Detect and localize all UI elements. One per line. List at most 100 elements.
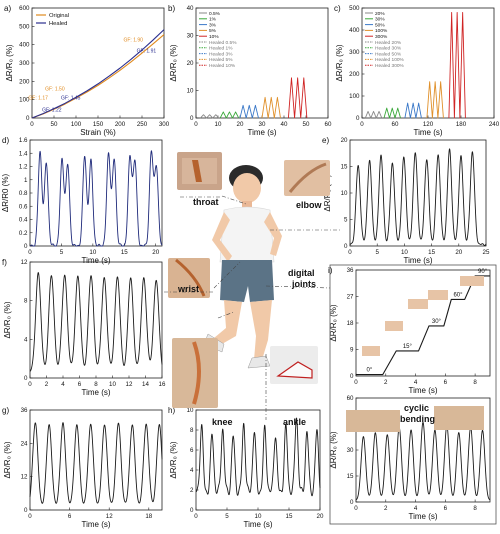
a-gf-annotation-4: GF: 1.45	[61, 96, 81, 102]
i2-xtick-label-1: 2	[384, 505, 388, 512]
a-xtick-label-1: 50	[51, 121, 58, 128]
d-ytick-label-2: 0.4	[19, 217, 28, 224]
panel-b-chart: 0 10 20 30 40 50 60 0 10 20 30 40 Time (s) ΔR/R₀ (%) b…	[168, 4, 332, 137]
f-plot-frame	[29, 261, 163, 379]
h-xtick-label-2: 10	[255, 513, 262, 520]
e-xtick-label-1: 5	[375, 249, 379, 256]
e-ytick-label-1: 5	[344, 217, 348, 224]
g-xtick-label-0: 0	[28, 513, 32, 520]
a-ylabel: ΔR/R₀ (%)	[5, 44, 14, 81]
i2-ytick-label-0: 0	[350, 499, 354, 506]
c-legend-label-5: Healed 20%	[375, 40, 402, 46]
d-xtick-label-0: 0	[28, 249, 32, 256]
i2-series-trace	[355, 421, 491, 501]
c-legend-label-7: Healed 50%	[375, 51, 402, 57]
a-series-healed	[31, 29, 165, 119]
c-burst-0	[364, 110, 383, 119]
elbow-photo	[284, 160, 330, 196]
i2-xtick-label-4: 8	[473, 505, 477, 512]
h-ytick-label-1: 2	[190, 487, 194, 494]
a-xtick-label-2: 100	[71, 121, 82, 128]
g-xtick-label-1: 6	[68, 513, 72, 520]
i1-angle-label-4: 90°	[478, 269, 488, 275]
h-xtick-label-1: 5	[225, 513, 229, 520]
panel-a-chart: 0 50 100 150 200 250 300 0 100 200 300 400 500 600 Str…	[4, 4, 170, 137]
c-xtick-label-3: 180	[456, 121, 467, 128]
a-gf-annotation-2: GF: 1.50	[45, 87, 65, 93]
g-ytick-label-1: 12	[21, 474, 28, 481]
i2-ytick-label-2: 30	[347, 447, 354, 454]
c-ytick-label-4: 400	[349, 27, 360, 34]
h-ytick-label-2: 4	[190, 467, 194, 474]
f-xtick-label-4: 8	[94, 381, 98, 388]
c-ytick-label-0: 0	[356, 115, 360, 122]
b-burst-3	[261, 96, 281, 119]
c-ytick-label-3: 300	[349, 49, 360, 56]
g-ytick-label-2: 24	[21, 440, 28, 447]
d-xtick-label-2: 10	[89, 249, 96, 256]
d-ytick-label-7: 1.4	[19, 150, 28, 157]
label-cyclic: cyclic	[404, 403, 429, 413]
panel-g-chart: 0 6 12 18 0 12 24 36 Time (s) ΔR/R₀ (%) g)	[2, 406, 163, 529]
c-panel-letter: c)	[334, 4, 341, 13]
f-panel-letter: f)	[2, 258, 7, 267]
e-series-trace	[349, 148, 487, 246]
f-xtick-label-5: 10	[109, 381, 116, 388]
b-xtick-label-3: 30	[259, 121, 266, 128]
h-panel-letter: h)	[168, 406, 175, 415]
f-ytick-label-3: 12	[21, 259, 28, 266]
a-gf-annotation-5: GF: 1.22	[42, 108, 62, 114]
i1-ytick-label-3: 27	[347, 294, 354, 301]
panel-c-chart: 0 60 120 180 240 0 100 200 300 400 500 Time (s) ΔR/R…	[334, 4, 500, 137]
b-burst-2	[239, 104, 259, 119]
i1-xlabel: Time (s)	[408, 386, 437, 395]
label-bending: bending	[400, 414, 435, 424]
i1-xtick-label-2: 4	[414, 379, 418, 386]
a-xtick-label-0: 0	[30, 121, 34, 128]
person-neck	[242, 201, 252, 209]
b-ytick-label-3: 30	[187, 33, 194, 40]
b-legend-label-4: 10%	[209, 34, 219, 40]
c-xlabel: Time (s)	[413, 128, 442, 137]
g-ytick-label-0: 0	[24, 507, 28, 514]
panel-i-hand-photos	[346, 276, 484, 432]
d-series-trace	[29, 150, 163, 247]
b-burst-4	[287, 77, 308, 119]
b-legend-label-2: 3%	[209, 22, 217, 28]
i1-ytick-label-2: 18	[347, 320, 354, 327]
d-ytick-label-8: 1.6	[19, 137, 28, 144]
e-xtick-label-0: 0	[348, 249, 352, 256]
b-panel-letter: b)	[168, 4, 175, 13]
person-left-arm	[212, 212, 232, 262]
f-ytick-label-2: 8	[24, 298, 28, 305]
b-xlabel: Time (s)	[247, 128, 276, 137]
b-ytick-label-2: 20	[187, 60, 194, 67]
c-legend-label-9: Healed 300%	[375, 63, 405, 69]
f-series-trace	[29, 272, 163, 372]
f-xtick-label-3: 6	[78, 381, 82, 388]
c-xtick-label-0: 0	[360, 121, 364, 128]
person-right-arm	[264, 212, 282, 256]
c-xtick-label-4: 240	[489, 121, 500, 128]
i1-series-steps	[356, 275, 490, 376]
d-ytick-label-6: 1.2	[19, 164, 28, 171]
i1-angle-label-0: 0°	[367, 368, 373, 374]
e-xlabel: Time (s)	[403, 256, 432, 265]
a-ytick-label-3: 300	[19, 60, 30, 67]
d-xtick-label-1: 5	[60, 249, 64, 256]
label-throat: throat	[193, 197, 219, 207]
g-xtick-label-3: 18	[145, 513, 152, 520]
g-xtick-label-2: 12	[106, 513, 113, 520]
c-burst-1	[383, 107, 401, 119]
a-ytick-label-5: 500	[19, 23, 30, 30]
b-xtick-label-0: 0	[194, 121, 198, 128]
h-xtick-label-3: 15	[286, 513, 293, 520]
i2-xtick-label-3: 6	[444, 505, 448, 512]
h-ytick-label-4: 8	[190, 427, 194, 434]
i1-angle-label-3: 60°	[453, 292, 463, 298]
i1-ytick-label-4: 36	[347, 267, 354, 274]
f-ytick-label-1: 4	[24, 336, 28, 343]
b-xtick-label-1: 10	[215, 121, 222, 128]
